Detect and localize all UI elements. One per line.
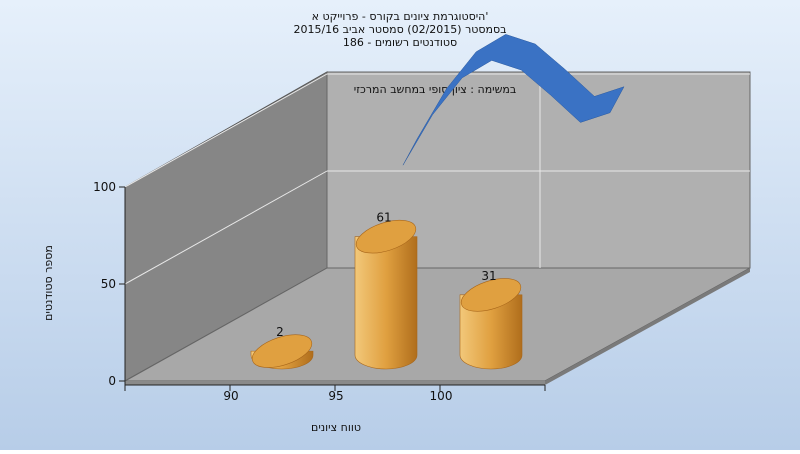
- x-tick-label: 95: [328, 389, 343, 403]
- overlay-curve: [402, 34, 625, 166]
- x-tick-label: 90: [223, 389, 238, 403]
- y-tick-label: 50: [101, 277, 116, 291]
- chart-title-line-3: סטודנטים רשומים - 186: [343, 36, 457, 49]
- chart-annotation: במשימה : ציון סופי במחשב המרכזי: [354, 83, 517, 96]
- bar-data-label: 61: [376, 211, 391, 225]
- bar-top: [355, 219, 417, 254]
- bar-data-label: 31: [481, 269, 496, 283]
- gridline-side: [124, 73, 328, 188]
- bar-body: [354, 236, 418, 370]
- x-axis-title: טווח ציונים: [311, 421, 361, 434]
- bar-body: [459, 294, 523, 370]
- floor-right-edge: [545, 268, 750, 385]
- x-ticks: 90 95 100: [124, 385, 546, 403]
- y-axis-title: מספר סטודנטים: [42, 245, 55, 321]
- bar-top: [251, 334, 313, 368]
- x-tick-label: 100: [430, 389, 453, 403]
- chart-title-line-1: היסטוגרמת ציונים בקורס - פרוייקט א': [312, 10, 489, 23]
- bar-100: 31: [459, 269, 523, 370]
- gridline-side: [124, 170, 328, 285]
- overlay-ribbon: [402, 34, 625, 166]
- bars: 2 61 31: [250, 211, 523, 370]
- chart-title-line-2: בסמסטר (02/2015) סמסטר אביב 2015/16: [293, 23, 506, 36]
- bar-90: 2: [250, 325, 314, 370]
- bar-data-label: 2: [276, 325, 284, 339]
- bar-top: [460, 278, 522, 312]
- floor-front-edge: [125, 381, 545, 385]
- y-tick-label: 0: [108, 374, 116, 388]
- y-tick-label: 100: [93, 180, 116, 194]
- bar-95: 61: [354, 211, 418, 370]
- y-ticks: 0 50 100: [93, 180, 125, 388]
